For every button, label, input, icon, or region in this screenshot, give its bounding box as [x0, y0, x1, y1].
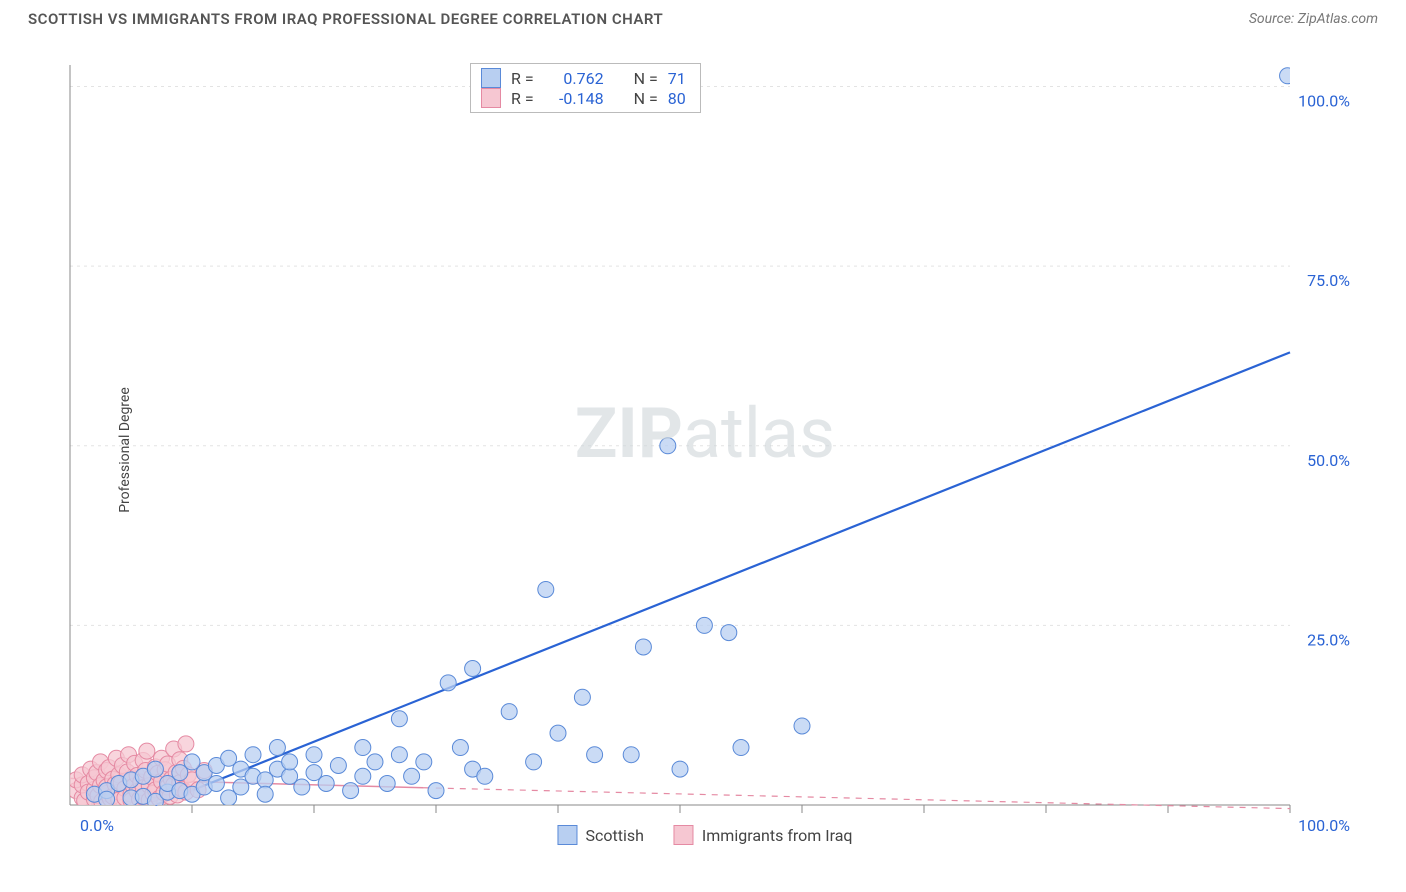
n-value-pink: 80: [668, 89, 686, 108]
legend-swatch-blue: [557, 825, 577, 845]
legend-label-pink: Immigrants from Iraq: [702, 826, 853, 845]
legend-label-blue: Scottish: [585, 826, 643, 845]
r-label: R =: [511, 69, 534, 88]
legend-item-pink: Immigrants from Iraq: [674, 825, 853, 845]
r-value-pink: -0.148: [544, 89, 604, 108]
svg-text:50.0%: 50.0%: [1307, 451, 1350, 470]
n-label: N =: [634, 89, 658, 108]
svg-text:100.0%: 100.0%: [1298, 816, 1350, 835]
correlation-row-blue: R = 0.762 N = 71: [481, 68, 686, 88]
svg-text:100.0%: 100.0%: [1298, 92, 1350, 111]
legend-item-blue: Scottish: [557, 825, 643, 845]
svg-text:0.0%: 0.0%: [80, 816, 114, 835]
chart-title: SCOTTISH VS IMMIGRANTS FROM IRAQ PROFESS…: [28, 10, 663, 28]
y-axis-label: Professional Degree: [117, 387, 133, 513]
legend-swatch-pink: [674, 825, 694, 845]
chart-area: Professional Degree ZIPatlas 25.0%50.0%7…: [50, 55, 1360, 845]
legend-swatch-blue: [481, 68, 501, 88]
svg-text:75.0%: 75.0%: [1307, 271, 1350, 290]
chart-source: Source: ZipAtlas.com: [1249, 11, 1378, 27]
scatter-plot: 25.0% 50.0% 75.0% 100.0% 0.0% 100.0%: [50, 55, 1360, 845]
n-value-blue: 71: [668, 69, 686, 88]
svg-text:25.0%: 25.0%: [1307, 630, 1350, 649]
r-label: R =: [511, 89, 534, 108]
correlation-row-pink: R = -0.148 N = 80: [481, 88, 686, 108]
correlation-legend: R = 0.762 N = 71 R = -0.148 N = 80: [470, 63, 701, 113]
n-label: N =: [634, 69, 658, 88]
legend-swatch-pink: [481, 88, 501, 108]
series-legend: Scottish Immigrants from Iraq: [557, 825, 852, 845]
r-value-blue: 0.762: [544, 69, 604, 88]
